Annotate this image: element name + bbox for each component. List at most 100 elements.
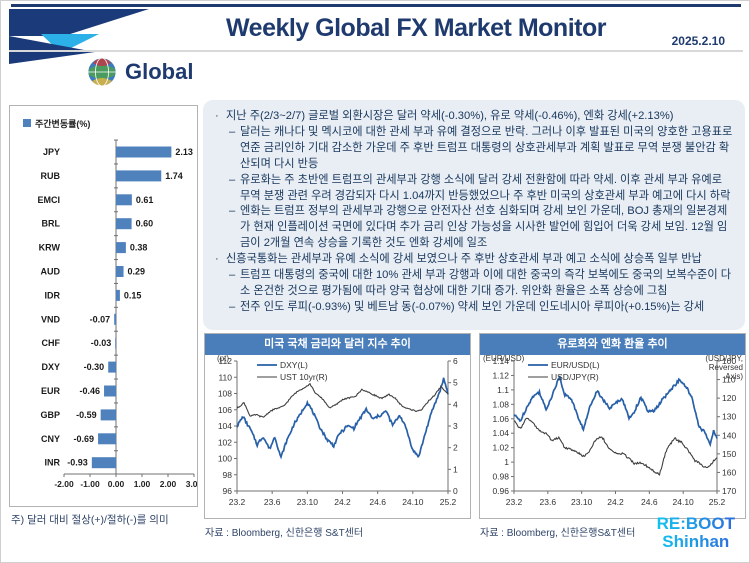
report-logo [9, 9, 149, 64]
weekly-change-bar-chart: 주간변동률(%) JPY 2.13 RUB 1.74 EMCI 0.61 BRL 0.60 KRW… [23, 118, 203, 489]
svg-text:1.04: 1.04 [492, 428, 509, 438]
svg-text:2: 2 [453, 443, 458, 453]
svg-text:23.2: 23.2 [506, 497, 523, 507]
svg-text:150: 150 [722, 449, 736, 459]
svg-text:25.2: 25.2 [709, 497, 726, 507]
svg-text:24.2: 24.2 [334, 497, 351, 507]
svg-text:1.02: 1.02 [492, 443, 509, 453]
svg-text:-0.69: -0.69 [74, 434, 95, 444]
market-commentary-box: · 지난 주(2/3~2/7) 글로벌 외환시장은 달러 약세(-0.30%), … [203, 100, 745, 330]
svg-text:120: 120 [722, 393, 736, 403]
svg-text:-2.00: -2.00 [54, 479, 74, 489]
svg-text:-0.03: -0.03 [91, 338, 112, 348]
eur-jpy-chart: 1.14 1.12 1.1 1.08 1.06 1.04 1.02 1 0.98 0.96 100 1… [483, 355, 743, 507]
svg-text:1.12: 1.12 [492, 370, 509, 380]
svg-text:INR: INR [45, 458, 61, 468]
svg-text:1.14: 1.14 [492, 356, 509, 366]
chart-title-eur-jpy: 유로화와 엔화 환율 추이 [480, 334, 745, 355]
svg-text:0.61: 0.61 [136, 195, 154, 205]
svg-text:-0.93: -0.93 [67, 458, 88, 468]
section-brand: Global [87, 57, 193, 87]
svg-text:3.00: 3.00 [186, 479, 197, 489]
svg-text:0.96: 0.96 [492, 486, 509, 496]
svg-text:0: 0 [453, 486, 458, 496]
reboot-shinhan-logo: RE:BOOT Shinhan [657, 515, 735, 551]
svg-text:130: 130 [722, 412, 736, 422]
us-rates-dollar-chart: 112 110 108 106 104 102 100 98 96 6 5 4 3 2 1 0 23.2 23.6… [217, 355, 458, 507]
svg-text:RUB: RUB [41, 171, 61, 181]
svg-text:Reversed: Reversed [709, 363, 743, 372]
svg-text:23.6: 23.6 [540, 497, 557, 507]
svg-text:EMCI: EMCI [38, 195, 61, 205]
header-top-rule [11, 4, 741, 7]
svg-text:-0.07: -0.07 [90, 314, 111, 324]
page-title: Weekly Global FX Market Monitor [226, 14, 606, 42]
svg-text:5: 5 [453, 378, 458, 388]
svg-text:24.10: 24.10 [673, 497, 695, 507]
svg-text:Axis): Axis) [725, 372, 743, 381]
svg-text:23.10: 23.10 [297, 497, 319, 507]
svg-text:24.2: 24.2 [607, 497, 624, 507]
svg-text:주간변동률(%): 주간변동률(%) [35, 118, 90, 129]
commentary-bullet: – 전주 인도 루피(-0.93%) 및 베트남 동(-0.07%) 약세 보인 … [229, 300, 705, 313]
svg-text:CNY: CNY [41, 434, 60, 444]
us-rates-dollar-chart-panel: 미국 국채 금리와 달러 지수 추이 112 110 108 106 104 102 100… [204, 333, 471, 519]
reboot-logo-line1: RE:BOOT [656, 514, 735, 533]
svg-text:1: 1 [504, 457, 509, 467]
svg-text:1.00: 1.00 [134, 479, 151, 489]
report-date: 2025.2.10 [671, 34, 725, 48]
commentary-bullet: – 트럼프 대통령의 중국에 대한 10% 관세 부과 강행과 이에 대한 중국의… [229, 269, 732, 297]
svg-text:100: 100 [218, 454, 232, 464]
svg-text:0.60: 0.60 [136, 219, 154, 229]
commentary-bullet-list: · 지난 주(2/3~2/7) 글로벌 외환시장은 달러 약세(-0.30%), … [215, 109, 733, 316]
svg-text:23.6: 23.6 [264, 497, 281, 507]
svg-text:BRL: BRL [42, 219, 61, 229]
svg-text:170: 170 [722, 486, 736, 496]
svg-text:USD/JPY(R): USD/JPY(R) [551, 372, 599, 382]
svg-text:DXY: DXY [41, 362, 60, 372]
svg-text:(EUR/USD): (EUR/USD) [483, 355, 525, 363]
svg-text:112: 112 [218, 356, 232, 366]
svg-text:24.6: 24.6 [641, 497, 658, 507]
reboot-logo-line2: Shinhan [657, 532, 735, 551]
commentary-bullet: – 달러는 캐나다 및 멕시코에 대한 관세 부과 유예 결정으로 반락. 그러나… [229, 125, 733, 170]
svg-text:3: 3 [453, 421, 458, 431]
weekly-change-bar-chart-panel: 주간변동률(%) JPY 2.13 RUB 1.74 EMCI 0.61 BRL 0.60 KRW… [9, 105, 203, 507]
svg-text:JPY: JPY [43, 147, 60, 157]
commentary-bullet: – 엔화는 트럼프 정부의 관세부과 강행으로 안전자산 선호 심화되며 강세 보… [229, 205, 728, 250]
svg-text:102: 102 [218, 437, 232, 447]
svg-text:106: 106 [218, 405, 232, 415]
svg-text:104: 104 [218, 421, 232, 431]
svg-text:110: 110 [218, 372, 232, 382]
svg-text:-0.46: -0.46 [80, 386, 101, 396]
svg-text:0.29: 0.29 [128, 267, 146, 277]
svg-text:96: 96 [223, 486, 233, 496]
svg-text:108: 108 [218, 389, 232, 399]
header-divider [9, 50, 743, 52]
svg-text:100: 100 [722, 356, 736, 366]
svg-text:0.00: 0.00 [108, 479, 125, 489]
svg-text:23.10: 23.10 [571, 497, 593, 507]
commentary-bullet: · 신흥국통화는 관세부과 유예 소식에 강세 보였으나 주 후반 상호관세 부과… [215, 253, 702, 266]
svg-text:EUR: EUR [41, 386, 61, 396]
section-brand-label: Global [125, 59, 194, 84]
svg-text:1.1: 1.1 [497, 385, 509, 395]
svg-text:VND: VND [41, 314, 61, 324]
svg-text:23.2: 23.2 [229, 497, 246, 507]
svg-text:-1.00: -1.00 [80, 479, 100, 489]
globe-icon [87, 57, 117, 87]
svg-text:1: 1 [453, 464, 458, 474]
svg-text:UST 10yr(R): UST 10yr(R) [280, 372, 328, 382]
commentary-bullet: · 지난 주(2/3~2/7) 글로벌 외환시장은 달러 약세(-0.30%), … [215, 110, 674, 122]
svg-text:-0.59: -0.59 [76, 410, 97, 420]
svg-text:6: 6 [453, 356, 458, 366]
svg-text:24.10: 24.10 [402, 497, 424, 507]
bar-chart-note: 주) 달러 대비 절상(+)/절하(-)를 의미 [11, 514, 169, 526]
svg-text:AUD: AUD [41, 267, 61, 277]
svg-text:1.08: 1.08 [492, 399, 509, 409]
svg-text:EUR/USD(L): EUR/USD(L) [551, 360, 600, 370]
svg-text:140: 140 [722, 430, 736, 440]
svg-text:KRW: KRW [39, 243, 61, 253]
svg-text:98: 98 [223, 470, 233, 480]
